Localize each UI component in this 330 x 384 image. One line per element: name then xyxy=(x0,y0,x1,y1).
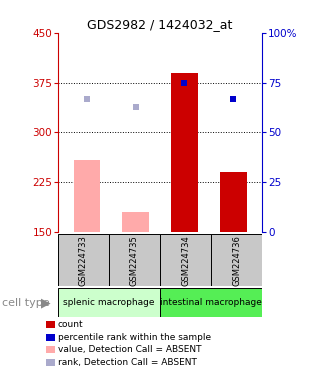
Text: GSM224736: GSM224736 xyxy=(232,235,241,286)
Point xyxy=(84,96,90,102)
Text: value, Detection Call = ABSENT: value, Detection Call = ABSENT xyxy=(58,345,201,354)
Bar xyxy=(220,172,247,232)
Text: splenic macrophage: splenic macrophage xyxy=(63,298,155,307)
Text: percentile rank within the sample: percentile rank within the sample xyxy=(58,333,211,342)
Bar xyxy=(58,234,109,286)
Point xyxy=(182,79,187,86)
Bar xyxy=(109,234,160,286)
Bar xyxy=(122,212,149,232)
Point xyxy=(230,96,236,102)
Text: count: count xyxy=(58,320,83,329)
Text: ▶: ▶ xyxy=(41,296,51,309)
Text: GSM224734: GSM224734 xyxy=(181,235,190,286)
Text: intestinal macrophage: intestinal macrophage xyxy=(160,298,262,307)
Bar xyxy=(74,161,100,232)
Point xyxy=(133,103,138,109)
Bar xyxy=(171,73,198,232)
Bar xyxy=(160,234,211,286)
Title: GDS2982 / 1424032_at: GDS2982 / 1424032_at xyxy=(87,18,233,31)
Text: GSM224735: GSM224735 xyxy=(130,235,139,286)
Bar xyxy=(211,234,262,286)
Text: rank, Detection Call = ABSENT: rank, Detection Call = ABSENT xyxy=(58,358,197,367)
Bar xyxy=(58,288,160,317)
Text: cell type: cell type xyxy=(2,298,49,308)
Text: GSM224733: GSM224733 xyxy=(79,235,88,286)
Bar xyxy=(160,288,262,317)
